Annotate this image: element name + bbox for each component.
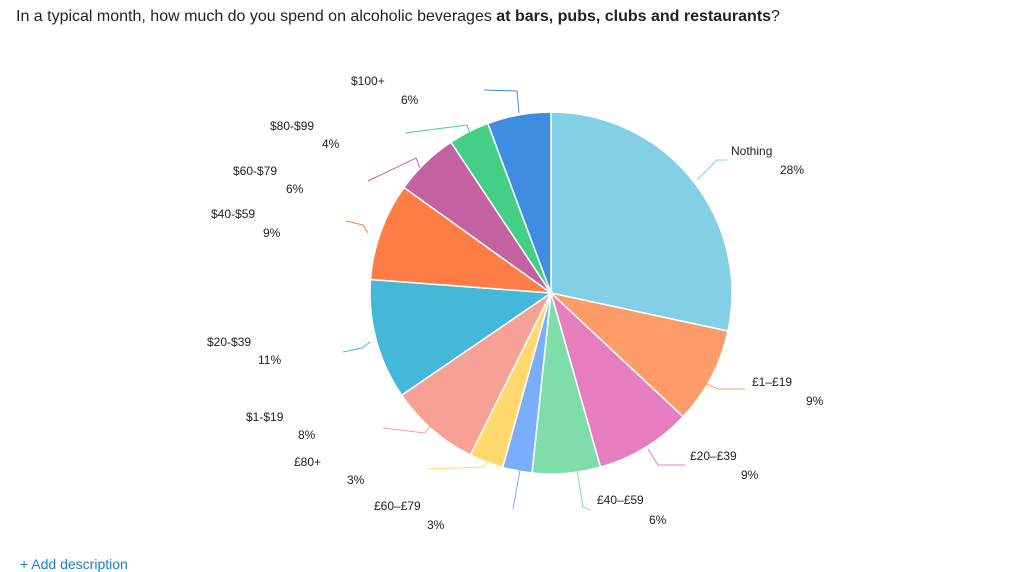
slice-percent-label: 6% — [649, 513, 667, 527]
slice-percent-label: 11% — [258, 353, 281, 367]
leader-line — [367, 157, 421, 182]
question-prefix: In a typical month, how much do you spen… — [16, 8, 497, 25]
slice-label: £1–£19 — [752, 375, 792, 389]
slice-label: $1-$19 — [246, 410, 284, 424]
question-bold: at bars, pubs, clubs and restaurants — [496, 8, 772, 25]
add-description-link[interactable]: + Add description — [20, 556, 128, 572]
leader-line — [382, 422, 433, 434]
pie-slice[interactable] — [550, 111, 733, 332]
slice-percent-label: 8% — [298, 428, 316, 442]
leader-line — [696, 159, 727, 181]
pie-slice[interactable] — [548, 291, 729, 418]
slice-label: £20–£39 — [690, 449, 737, 463]
slice-label: $60-$79 — [233, 164, 277, 178]
slice-percent-label: 9% — [806, 394, 824, 408]
pie-slice[interactable] — [486, 111, 552, 294]
slice-label: $20-$39 — [207, 335, 251, 349]
slice-label: $100+ — [351, 74, 385, 88]
leader-line — [647, 448, 685, 466]
leader-line — [483, 89, 520, 114]
slice-percent-label: 9% — [741, 468, 759, 482]
leader-line — [427, 457, 491, 470]
question-suffix: ? — [771, 8, 780, 25]
slice-label: $40-$59 — [211, 207, 255, 221]
slice-percent-label: 6% — [286, 182, 304, 196]
question-title: In a typical month, how much do you spen… — [16, 6, 780, 28]
slice-label: $80-$99 — [270, 119, 314, 133]
slice-percent-label: 4% — [322, 137, 340, 151]
slice-percent-label: 9% — [263, 226, 281, 240]
leader-line — [404, 124, 471, 135]
leader-line — [345, 220, 369, 234]
pie-slice[interactable] — [549, 290, 685, 469]
slice-label: £80+ — [294, 455, 321, 469]
leader-line — [576, 469, 591, 511]
slice-percent-label: 3% — [347, 473, 365, 487]
slice-percent-label: 28% — [780, 163, 804, 177]
slice-percent-label: 6% — [401, 93, 419, 107]
slice-label: Nothing — [731, 144, 772, 158]
pie-slice[interactable] — [369, 186, 554, 294]
leader-line — [512, 469, 521, 510]
leader-line — [704, 382, 745, 390]
pie-slice[interactable] — [400, 290, 553, 457]
slice-label: £60–£79 — [374, 499, 421, 513]
leader-line — [342, 341, 371, 353]
slice-label: £40–£59 — [597, 493, 644, 507]
pie-slice[interactable] — [369, 278, 554, 397]
slice-percent-label: 3% — [427, 518, 445, 532]
